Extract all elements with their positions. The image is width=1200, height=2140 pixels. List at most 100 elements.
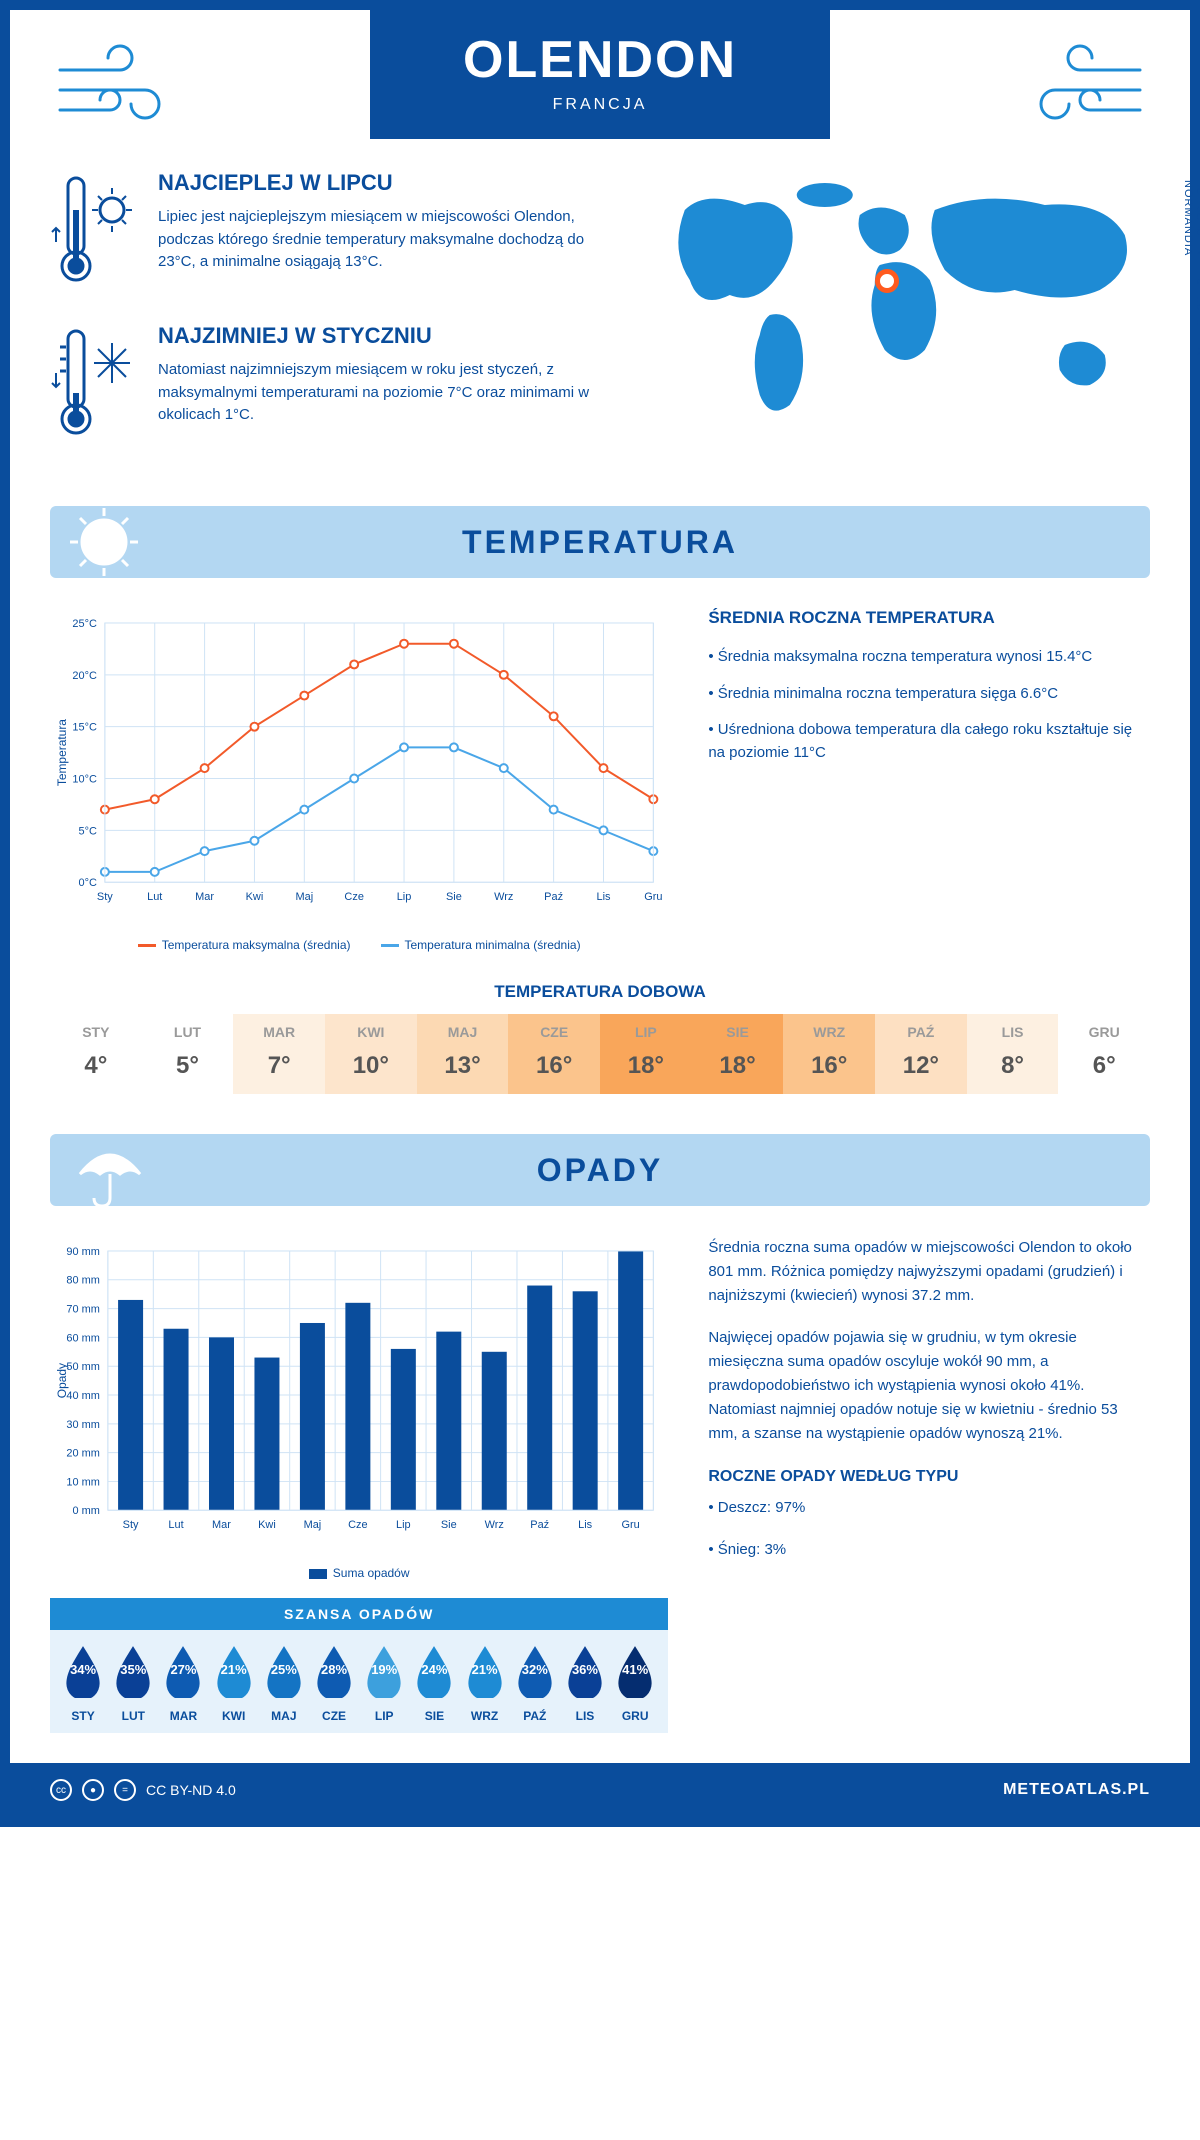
svg-text:Cze: Cze xyxy=(344,891,363,903)
svg-text:Gru: Gru xyxy=(644,891,662,903)
svg-text:Lut: Lut xyxy=(147,891,162,903)
coldest-block: NAJZIMNIEJ W STYCZNIU Natomiast najzimni… xyxy=(50,323,610,448)
daily-month-label: PAŹ xyxy=(879,1024,963,1040)
chance-value: 24% xyxy=(409,1662,459,1677)
temperature-line-chart: 0°C5°C10°C15°C20°C25°CStyLutMarKwiMajCze… xyxy=(50,608,668,952)
temp-bullet: • Uśredniona dobowa temperatura dla całe… xyxy=(708,719,1150,764)
svg-text:50 mm: 50 mm xyxy=(66,1361,99,1373)
precipitation-section-title: OPADY xyxy=(170,1152,1030,1189)
daily-temp-cell: WRZ 16° xyxy=(783,1014,875,1094)
legend-min-label: Temperatura minimalna (średnia) xyxy=(405,938,581,952)
svg-text:60 mm: 60 mm xyxy=(66,1333,99,1345)
by-icon: ● xyxy=(82,1779,104,1801)
daily-temp-value: 18° xyxy=(696,1052,780,1080)
precipitation-chance-grid: 34% STY 35% LUT 27% MAR 21% KWI 25% xyxy=(50,1630,668,1733)
svg-text:70 mm: 70 mm xyxy=(66,1304,99,1316)
daily-month-label: KWI xyxy=(329,1024,413,1040)
svg-text:Sie: Sie xyxy=(446,891,462,903)
svg-text:20°C: 20°C xyxy=(72,670,97,682)
region-label: NORMANDIA xyxy=(1182,180,1194,256)
chance-month-label: GRU xyxy=(610,1709,660,1723)
svg-text:0°C: 0°C xyxy=(78,877,96,889)
svg-text:80 mm: 80 mm xyxy=(66,1275,99,1287)
svg-text:30 mm: 30 mm xyxy=(66,1419,99,1431)
temperature-chart-row: 0°C5°C10°C15°C20°C25°CStyLutMarKwiMajCze… xyxy=(50,608,1150,952)
temp-bullet: • Średnia minimalna roczna temperatura s… xyxy=(708,683,1150,706)
svg-text:Paź: Paź xyxy=(544,891,563,903)
precip-types-title: ROCZNE OPADY WEDŁUG TYPU xyxy=(708,1468,1150,1486)
temperature-section-header: TEMPERATURA xyxy=(50,506,1150,578)
svg-text:20 mm: 20 mm xyxy=(66,1448,99,1460)
precip-p1: Średnia roczna suma opadów w miejscowośc… xyxy=(708,1236,1150,1308)
svg-text:Kwi: Kwi xyxy=(258,1519,276,1531)
daily-month-label: WRZ xyxy=(787,1024,871,1040)
chance-month-label: MAJ xyxy=(259,1709,309,1723)
chance-month-label: PAŹ xyxy=(510,1709,560,1723)
thermometer-cold-icon xyxy=(50,323,140,448)
title-banner: OLENDON FRANCJA xyxy=(370,10,830,139)
daily-temp-cell: LIS 8° xyxy=(967,1014,1059,1094)
wind-icon xyxy=(50,40,190,140)
daily-temp-value: 4° xyxy=(54,1052,138,1080)
warmest-title: NAJCIEPLEJ W LIPCU xyxy=(158,170,610,196)
chance-cell: 36% LIS xyxy=(560,1644,610,1723)
umbrella-icon xyxy=(50,1134,170,1206)
precip-chart-legend: Suma opadów xyxy=(50,1566,668,1580)
coldest-text: Natomiast najzimniejszym miesiącem w rok… xyxy=(158,359,610,427)
chance-cell: 28% CZE xyxy=(309,1644,359,1723)
chance-month-label: STY xyxy=(58,1709,108,1723)
country-name: FRANCJA xyxy=(430,96,770,114)
chance-value: 21% xyxy=(209,1662,259,1677)
precip-type-item: • Śnieg: 3% xyxy=(708,1538,1150,1562)
daily-temp-value: 18° xyxy=(604,1052,688,1080)
climate-summary-row: NAJCIEPLEJ W LIPCU Lipiec jest najcieple… xyxy=(50,170,1150,476)
daily-month-label: CZE xyxy=(512,1024,596,1040)
coldest-title: NAJZIMNIEJ W STYCZNIU xyxy=(158,323,610,349)
svg-text:10 mm: 10 mm xyxy=(66,1477,99,1489)
chance-cell: 41% GRU xyxy=(610,1644,660,1723)
daily-temp-value: 6° xyxy=(1062,1052,1146,1080)
chance-cell: 34% STY xyxy=(58,1644,108,1723)
daily-month-label: STY xyxy=(54,1024,138,1040)
footer: cc ● = CC BY-ND 4.0 METEOATLAS.PL xyxy=(10,1763,1190,1817)
daily-month-label: SIE xyxy=(696,1024,780,1040)
license-text: CC BY-ND 4.0 xyxy=(146,1782,236,1798)
svg-text:Lut: Lut xyxy=(168,1519,183,1531)
temperature-summary: ŚREDNIA ROCZNA TEMPERATURA • Średnia mak… xyxy=(708,608,1150,952)
chance-value: 28% xyxy=(309,1662,359,1677)
daily-month-label: LUT xyxy=(146,1024,230,1040)
cc-icon: cc xyxy=(50,1779,72,1801)
svg-text:Lip: Lip xyxy=(396,1519,411,1531)
svg-text:Lis: Lis xyxy=(596,891,611,903)
daily-temp-value: 8° xyxy=(971,1052,1055,1080)
world-map-svg xyxy=(640,170,1150,430)
chance-cell: 21% WRZ xyxy=(460,1644,510,1723)
daily-temp-cell: SIE 18° xyxy=(692,1014,784,1094)
chance-month-label: SIE xyxy=(409,1709,459,1723)
precipitation-summary: Średnia roczna suma opadów w miejscowośc… xyxy=(708,1236,1150,1733)
legend-precip-label: Suma opadów xyxy=(333,1566,410,1580)
precipitation-section-header: OPADY xyxy=(50,1134,1150,1206)
precip-p2: Najwięcej opadów pojawia się w grudniu, … xyxy=(708,1326,1150,1446)
daily-month-label: MAR xyxy=(237,1024,321,1040)
sun-icon xyxy=(50,506,170,578)
daily-temp-value: 7° xyxy=(237,1052,321,1080)
chance-value: 27% xyxy=(158,1662,208,1677)
chance-month-label: LIS xyxy=(560,1709,610,1723)
precip-type-item: • Deszcz: 97% xyxy=(708,1496,1150,1520)
daily-temp-cell: KWI 10° xyxy=(325,1014,417,1094)
chance-value: 32% xyxy=(510,1662,560,1677)
chance-value: 34% xyxy=(58,1662,108,1677)
svg-text:10°C: 10°C xyxy=(72,774,97,786)
chance-cell: 25% MAJ xyxy=(259,1644,309,1723)
precipitation-chart-row: 0 mm10 mm20 mm30 mm40 mm50 mm60 mm70 mm8… xyxy=(50,1236,1150,1733)
svg-text:Paź: Paź xyxy=(530,1519,549,1531)
daily-temp-cell: LUT 5° xyxy=(142,1014,234,1094)
warmest-block: NAJCIEPLEJ W LIPCU Lipiec jest najcieple… xyxy=(50,170,610,295)
chance-cell: 19% LIP xyxy=(359,1644,409,1723)
daily-temp-title: TEMPERATURA DOBOWA xyxy=(50,982,1150,1002)
thermometer-hot-icon xyxy=(50,170,140,295)
chance-month-label: CZE xyxy=(309,1709,359,1723)
chance-cell: 35% LUT xyxy=(108,1644,158,1723)
svg-text:Kwi: Kwi xyxy=(246,891,264,903)
